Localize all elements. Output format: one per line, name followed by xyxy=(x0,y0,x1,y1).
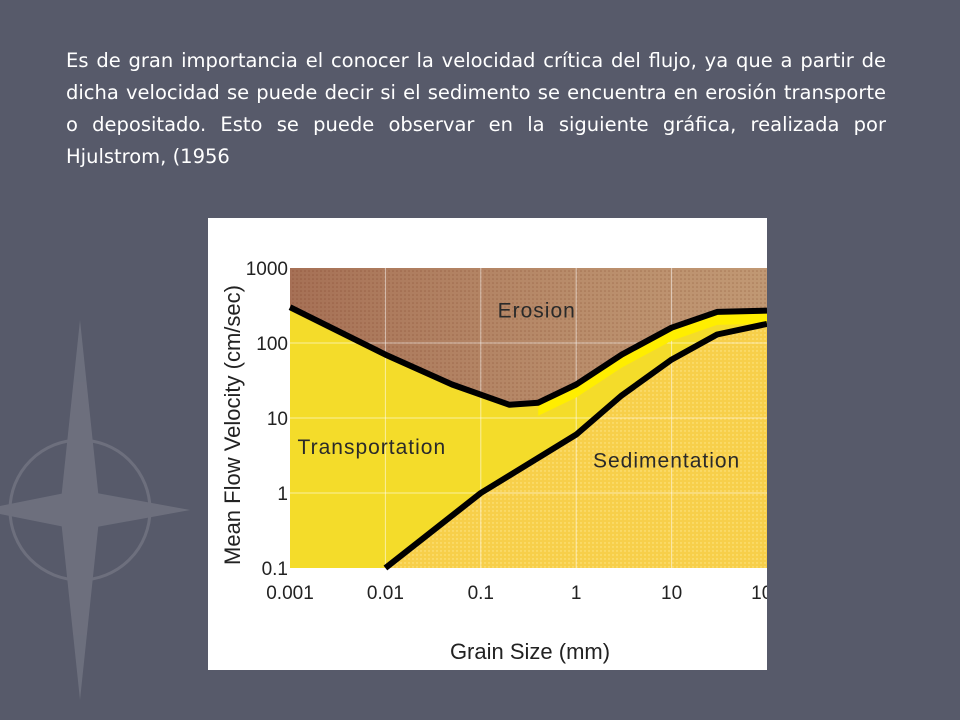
x-axis-title: Grain Size (mm) xyxy=(450,639,610,664)
x-tick-label: 10 xyxy=(661,583,682,604)
zone-label-transportation: Transportation xyxy=(298,436,447,459)
zone-label-erosion: Erosion xyxy=(498,299,576,322)
y-tick-label: 0.1 xyxy=(262,559,288,580)
hjulstrom-chart: Erosion Transportation Sedimentation 0.001… xyxy=(208,218,767,670)
y-tick-label: 1000 xyxy=(246,259,288,280)
x-tick-label: 0.1 xyxy=(468,583,494,604)
y-tick-label: 10 xyxy=(267,409,288,430)
erosion-shading xyxy=(290,268,767,405)
zone-label-sedimentation: Sedimentation xyxy=(593,449,740,472)
compass-watermark xyxy=(0,320,190,700)
chart-svg: Erosion Transportation Sedimentation 0.001… xyxy=(220,259,767,664)
x-tick-label: 0.01 xyxy=(367,583,404,604)
x-tick-label: 1 xyxy=(571,583,582,604)
x-tick-label: 0.001 xyxy=(266,583,314,604)
y-tick-label: 100 xyxy=(256,334,288,355)
y-tick-label: 1 xyxy=(277,484,288,505)
y-axis-title: Mean Flow Velocity (cm/sec) xyxy=(220,285,245,565)
erosion-boundary-line xyxy=(288,304,767,408)
x-tick-label: 100 xyxy=(751,583,767,604)
transport-band xyxy=(538,310,767,416)
sedimentation-boundary-line xyxy=(383,320,767,571)
slide-paragraph: Es de gran importancia el conocer la vel… xyxy=(66,49,886,168)
